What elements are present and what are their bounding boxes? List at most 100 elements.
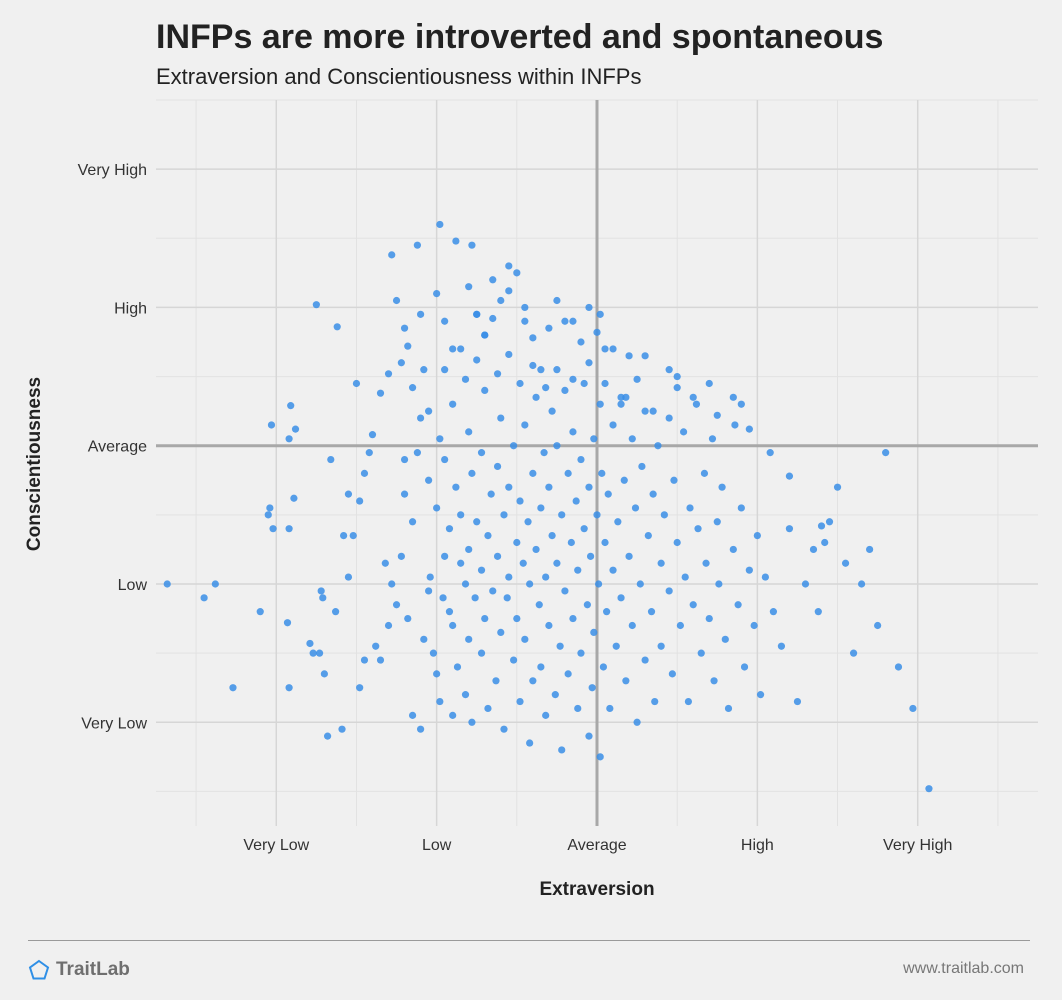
data-point bbox=[580, 379, 588, 388]
data-point bbox=[500, 725, 508, 733]
data-point bbox=[338, 725, 346, 733]
data-point bbox=[465, 428, 473, 436]
data-point bbox=[697, 649, 705, 657]
data-point bbox=[673, 384, 681, 392]
data-point bbox=[777, 642, 786, 650]
data-point bbox=[633, 718, 641, 726]
data-point bbox=[617, 594, 625, 602]
data-point bbox=[866, 545, 874, 554]
data-point bbox=[344, 573, 353, 581]
data-point bbox=[529, 361, 537, 370]
data-point bbox=[368, 431, 377, 439]
data-point bbox=[561, 587, 569, 595]
data-point bbox=[651, 697, 659, 706]
data-point bbox=[692, 400, 701, 408]
data-point bbox=[468, 241, 476, 249]
data-point bbox=[553, 366, 561, 374]
data-point bbox=[521, 421, 529, 429]
data-point bbox=[614, 518, 622, 526]
data-point bbox=[526, 580, 534, 588]
site-url[interactable]: www.traitlab.com bbox=[903, 960, 1024, 977]
data-point bbox=[649, 490, 657, 498]
data-point bbox=[468, 718, 476, 726]
data-points bbox=[163, 220, 933, 793]
data-point bbox=[287, 402, 295, 410]
data-point bbox=[705, 379, 713, 388]
data-point bbox=[858, 580, 866, 588]
data-point bbox=[700, 469, 709, 477]
data-point bbox=[529, 677, 537, 685]
data-point bbox=[785, 525, 794, 533]
data-point bbox=[542, 711, 550, 719]
data-point bbox=[441, 552, 449, 560]
data-point bbox=[256, 608, 264, 616]
data-point bbox=[731, 421, 739, 429]
y-tick-label: High bbox=[114, 300, 147, 317]
data-point bbox=[825, 518, 834, 526]
data-point bbox=[756, 691, 765, 699]
data-point bbox=[569, 428, 577, 436]
data-point bbox=[595, 580, 603, 588]
data-point bbox=[636, 580, 644, 588]
data-point bbox=[821, 538, 829, 547]
data-point bbox=[344, 490, 353, 498]
data-point bbox=[381, 559, 389, 567]
data-point bbox=[609, 345, 617, 353]
data-point bbox=[433, 504, 441, 512]
data-point bbox=[397, 359, 405, 367]
data-point bbox=[585, 483, 593, 491]
data-point bbox=[753, 532, 761, 540]
data-point bbox=[449, 711, 457, 719]
data-point bbox=[577, 338, 585, 346]
data-point bbox=[445, 608, 454, 616]
data-point bbox=[320, 670, 328, 678]
x-tick-label: Average bbox=[567, 837, 626, 854]
data-point bbox=[654, 442, 662, 450]
data-point bbox=[660, 511, 668, 519]
data-point bbox=[537, 663, 545, 671]
data-point bbox=[365, 449, 373, 457]
data-point bbox=[340, 532, 348, 540]
data-point bbox=[426, 573, 434, 581]
data-point bbox=[638, 462, 646, 471]
data-point bbox=[558, 511, 566, 519]
data-point bbox=[452, 483, 460, 491]
data-point bbox=[585, 303, 593, 312]
data-point bbox=[457, 511, 465, 519]
y-axis-label: Conscientiousness bbox=[24, 377, 45, 551]
data-point bbox=[267, 421, 276, 429]
data-point bbox=[532, 393, 540, 401]
data-point bbox=[689, 393, 697, 401]
data-point bbox=[641, 352, 649, 360]
x-tick-label: High bbox=[741, 837, 774, 854]
data-point bbox=[425, 587, 433, 595]
y-tick-label: Very Low bbox=[81, 715, 147, 732]
data-point bbox=[425, 407, 433, 415]
data-point bbox=[505, 573, 513, 581]
data-point bbox=[327, 455, 335, 464]
footer-divider bbox=[28, 940, 1030, 941]
data-point bbox=[449, 345, 457, 353]
data-point bbox=[729, 393, 737, 401]
data-point bbox=[309, 649, 317, 657]
data-point bbox=[449, 621, 457, 630]
data-point bbox=[761, 573, 769, 581]
data-point bbox=[628, 621, 636, 630]
data-point bbox=[668, 670, 676, 678]
data-point bbox=[497, 628, 505, 637]
data-point bbox=[715, 580, 723, 588]
brand-logo[interactable]: TraitLab bbox=[28, 956, 130, 984]
data-point bbox=[817, 522, 826, 530]
data-point bbox=[737, 504, 745, 512]
data-point bbox=[441, 317, 449, 325]
data-point bbox=[558, 746, 566, 754]
data-point bbox=[493, 552, 502, 560]
y-tick-label: Very High bbox=[78, 162, 147, 179]
data-point bbox=[420, 635, 428, 643]
data-point bbox=[388, 580, 396, 588]
data-point bbox=[521, 303, 529, 312]
data-point bbox=[809, 545, 818, 554]
data-point bbox=[384, 621, 393, 630]
data-point bbox=[436, 697, 444, 706]
data-point bbox=[583, 601, 591, 609]
